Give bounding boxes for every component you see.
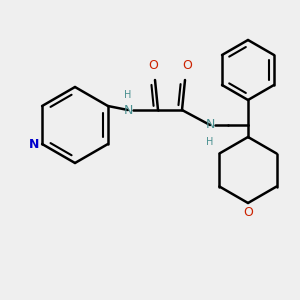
- Text: O: O: [182, 59, 192, 72]
- Text: N: N: [29, 137, 39, 151]
- Text: H: H: [206, 137, 214, 147]
- Text: N: N: [205, 118, 215, 131]
- Text: O: O: [243, 206, 253, 219]
- Text: N: N: [123, 103, 133, 116]
- Text: H: H: [124, 90, 132, 100]
- Text: O: O: [148, 59, 158, 72]
